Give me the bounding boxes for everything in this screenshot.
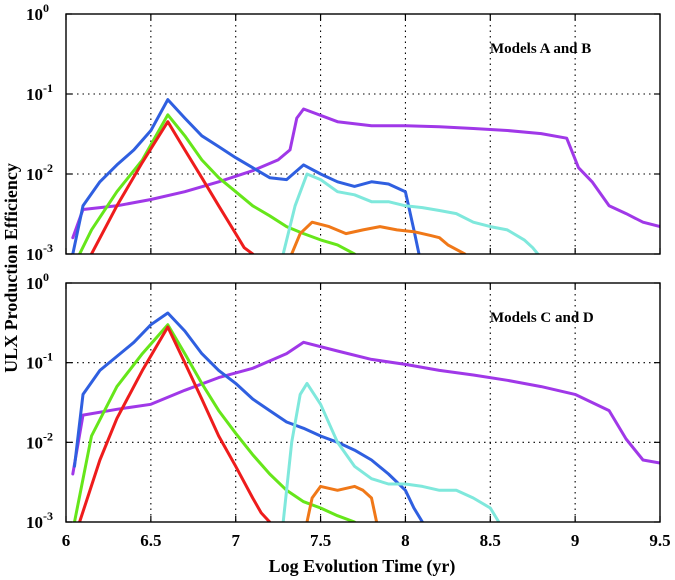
panel-models-c-and-d: 100 10-1 10-2 10-3 6 6.5 7 7.5 8 8.5 9 9.5 Models C … [26,270,671,550]
y-tick-label: 10-3 [26,509,53,532]
series-line-red [78,325,272,522]
series-line-green [78,113,356,254]
x-tick-label: 6 [62,531,71,550]
x-tick-label: 9 [571,531,580,550]
series-line-blue [71,98,421,254]
series-line-orange [305,484,379,522]
plot-frame [65,282,661,523]
x-tick-label: 9.5 [649,531,670,550]
y-tick-label: 10-2 [26,161,53,184]
series-line-red [90,120,255,254]
x-tick-label: 8.5 [480,531,501,550]
y-tick-label: 10-2 [26,429,53,452]
panel-models-a-and-b: 100 10-1 10-2 10-3 Models A and B [26,1,661,264]
plot-frame [65,13,661,255]
y-axis-label: ULX Production Efficiency [1,163,21,373]
series-line-purple [71,340,660,476]
series-line-purple [71,107,660,240]
x-tick-label: 6.5 [140,531,161,550]
x-tick-label: 7 [231,531,240,550]
panel-title: Models A and B [490,41,591,57]
y-tick-label: 10-1 [26,350,53,373]
y-tick-label: 100 [26,1,49,24]
y-tick-label: 100 [26,270,49,293]
y-tick-label: 10-3 [26,241,53,264]
series-line-cyan [281,172,540,254]
x-axis-label: Log Evolution Time (yr) [269,556,456,577]
x-tick-label: 7.5 [310,531,331,550]
series-line-blue [73,311,424,522]
panel-title: Models C and D [490,310,594,326]
x-tick-label: 8 [401,531,410,550]
series-line-orange [290,220,467,254]
series-line-cyan [281,381,501,522]
y-tick-label: 10-1 [26,81,53,104]
